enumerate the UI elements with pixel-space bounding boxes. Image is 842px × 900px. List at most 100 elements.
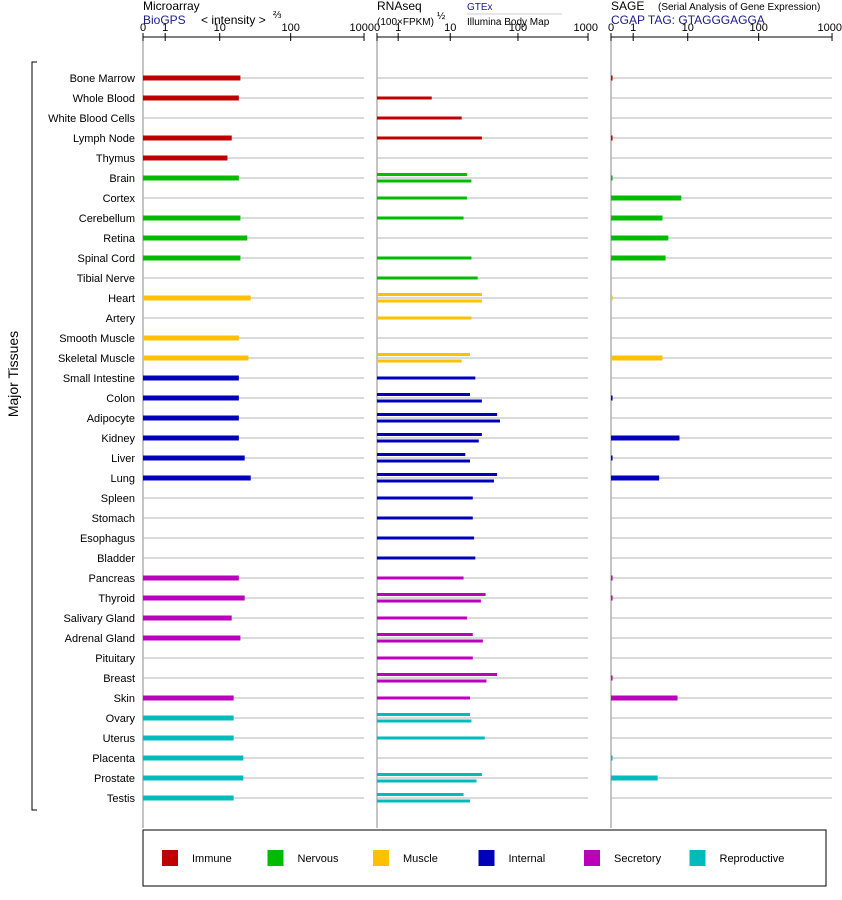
rnaseq-source-ibm: Illumina Body Map [467,17,550,28]
tissue-label: Ovary [106,713,136,725]
sage-bar [611,475,660,481]
sage-tick-label: 1000 [818,22,842,34]
rnaseq-bar-gtex [377,713,470,716]
microarray-bar [143,735,234,741]
microarray-bar [143,395,239,401]
rnaseq-bar [377,316,472,320]
rnaseq-bar-ibm [377,779,477,783]
rnaseq-bar-gtex [377,413,498,416]
sage-bar [611,675,613,681]
rnaseq-bar [377,256,472,260]
microarray-bar [143,335,239,341]
tissue-label: Lung [111,473,135,485]
tissue-label: Artery [106,313,136,325]
sage-bar [611,435,680,441]
sage-subtitle: (Serial Analysis of Gene Expression) [658,2,820,13]
tissue-label: Small Intestine [63,373,135,385]
rnaseq-tick-label: 1000 [574,22,598,34]
tissue-label: Cerebellum [79,213,135,225]
rnaseq-bar-ibm [377,299,482,303]
microarray-bar [143,355,249,361]
sage-title: SAGE [611,0,644,13]
tissue-label: Thymus [96,153,136,165]
grid-layer [143,77,832,799]
microarray-bar [143,255,241,261]
rnaseq-bar [377,96,432,100]
microarray-bar [143,175,239,181]
rnaseq-bar [377,576,464,580]
rnaseq-bar-ibm [377,719,472,723]
microarray-tick-label: 1000 [350,22,374,34]
rnaseq-bar [377,536,475,540]
legend-swatch-internal [478,850,495,866]
rnaseq-bar [377,616,467,620]
microarray-bar [143,455,245,461]
sage-bar [611,575,613,581]
tissue-label: Skeletal Muscle [58,353,135,365]
rnaseq-bar [377,696,470,700]
tissue-label: Uterus [103,733,136,745]
sage-bar [611,355,663,361]
microarray-unit: < intensity > [201,13,266,27]
sage-bar [611,255,666,261]
sage-bar [611,455,613,461]
legend-label-reproductive: Reproductive [720,853,785,865]
rnaseq-tick-label: 10 [444,22,456,34]
rnaseq-tick-label: 1 [395,22,401,34]
tissue-label: Testis [107,793,136,805]
legend-label-muscle: Muscle [403,853,438,865]
microarray-tick-label: 10 [214,22,226,34]
rnaseq-bar-ibm [377,359,462,363]
bars-layer [143,75,682,803]
microarray-bar [143,615,232,621]
tissue-labels: Bone Marrow Whole Blood White Blood Cells L… [48,73,136,805]
microarray-bar [143,415,239,421]
microarray-bar [143,215,241,221]
sage-tick-label: 1 [630,22,636,34]
legend-swatch-nervous [267,850,284,866]
rnaseq-bar-ibm [377,179,472,183]
rnaseq-title: RNAseq [377,0,422,13]
tissue-label: Pituitary [95,653,135,665]
sage-bar [611,235,669,241]
microarray-bar [143,135,232,141]
rnaseq-bar-ibm [377,639,483,643]
microarray-bar [143,155,228,161]
rnaseq-unit: (100×FPKM) [377,17,434,28]
sage-bar [611,75,613,81]
rnaseq-bar-gtex [377,473,498,476]
microarray-source: BioGPS [143,13,186,27]
rnaseq-bar-ibm [377,419,500,423]
legend: Immune Nervous Muscle Internal Secretory Repr… [162,850,784,866]
sage-source: CGAP TAG: GTAGGGAGGA [611,13,765,27]
rnaseq-bar-ibm [377,459,470,463]
sage-tick-label: 0 [608,22,614,34]
microarray-bar [143,475,251,481]
axes-layer: 0 1 10 100 1000 0 1 10 100 1000 0 1 10 100 1000 [140,22,842,828]
tissue-label: Tibial Nerve [77,273,135,285]
sage-bar [611,175,613,181]
rnaseq-bar-gtex [377,393,470,396]
rnaseq-tick-label: 0 [374,22,380,34]
microarray-bar [143,595,245,601]
legend-label-internal: Internal [509,853,546,865]
y-axis-title: Major Tissues [5,331,21,417]
tissue-label: Spleen [101,493,135,505]
rnaseq-bar [377,196,467,200]
tissue-label: Adrenal Gland [65,633,135,645]
tissue-label: Bone Marrow [70,73,135,85]
sage-bar [611,595,613,601]
sage-tick-label: 100 [749,22,767,34]
sage-bar [611,295,613,301]
rnaseq-bar-ibm [377,439,479,443]
tissue-label: Pancreas [89,573,136,585]
microarray-tick-label: 1 [162,22,168,34]
microarray-bar [143,715,234,721]
tissue-label: Esophagus [80,533,136,545]
rnaseq-bar-gtex [377,793,464,796]
tissue-label: Retina [103,233,136,245]
microarray-title: Microarray [143,0,200,13]
tissue-label: Colon [106,393,135,405]
microarray-bar [143,295,251,301]
rnaseq-bar [377,376,476,380]
